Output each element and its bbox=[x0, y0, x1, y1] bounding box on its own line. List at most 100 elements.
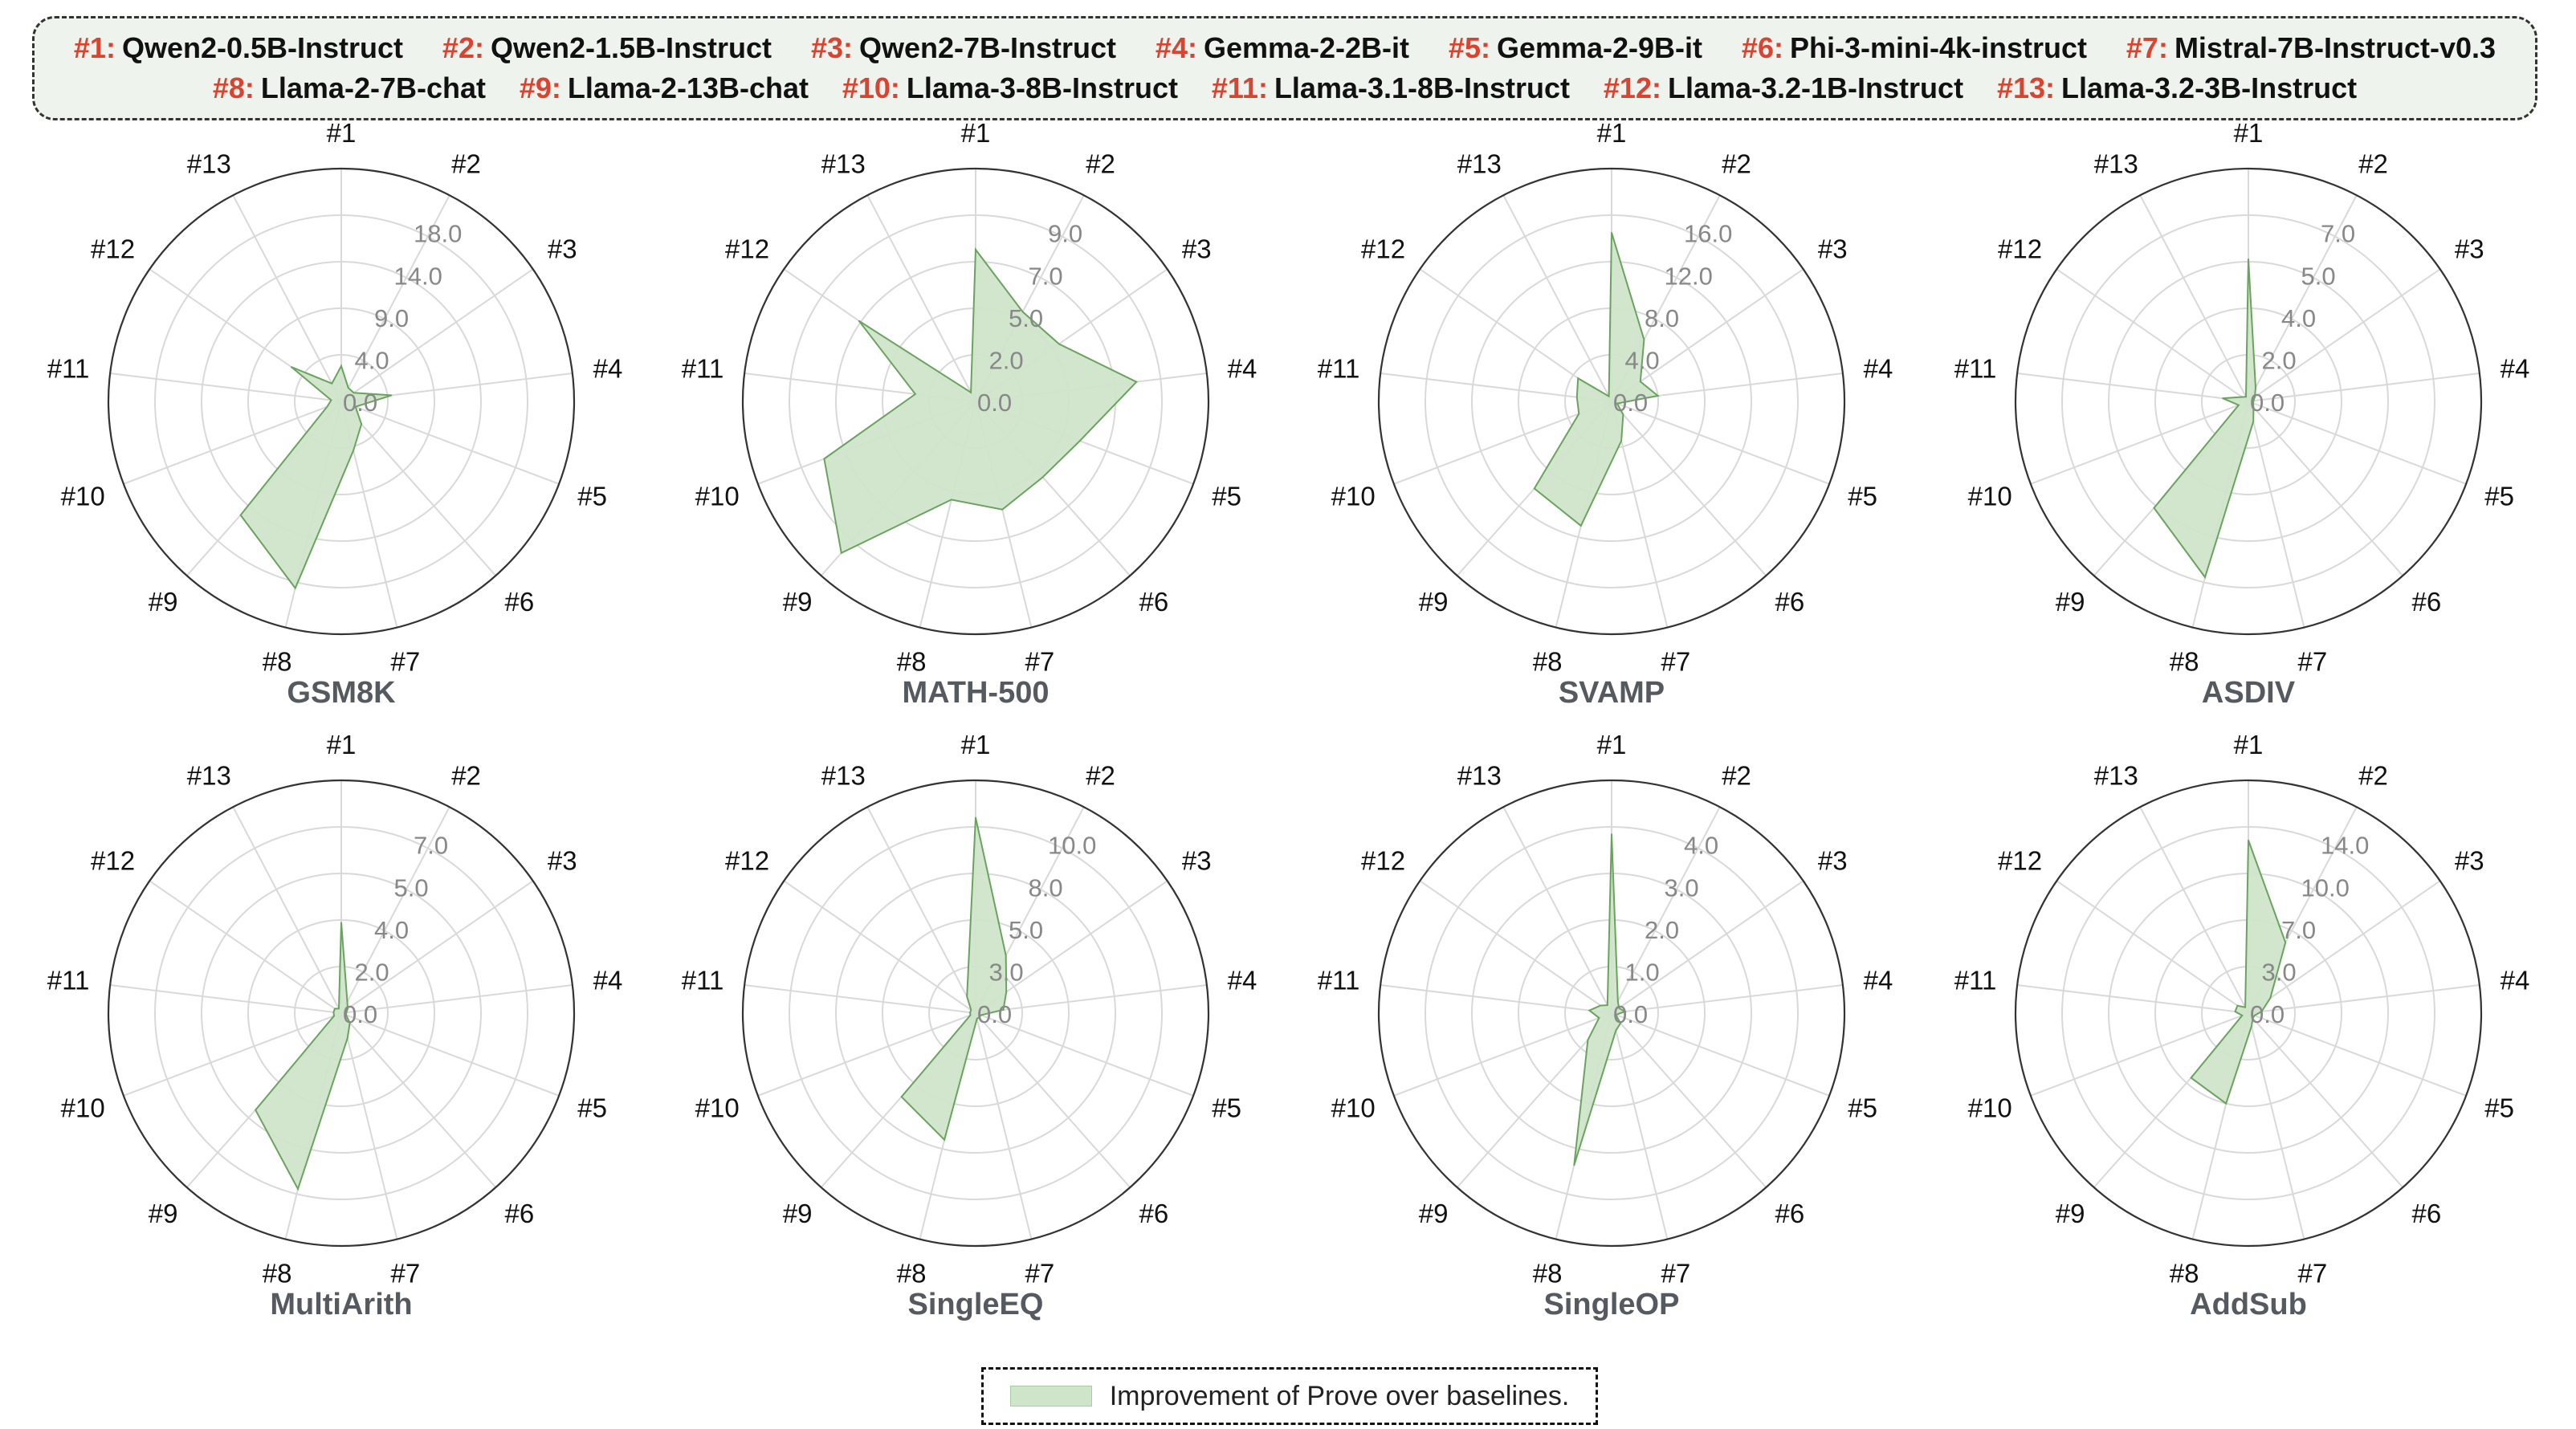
data-point bbox=[294, 587, 296, 589]
tick-label: 0.0 bbox=[343, 1000, 377, 1028]
data-point bbox=[2245, 396, 2247, 398]
model-legend-number: #8: bbox=[212, 71, 255, 104]
data-point bbox=[2269, 997, 2272, 999]
axis-label: #7 bbox=[2298, 646, 2328, 676]
axis-label: #7 bbox=[391, 1258, 421, 1288]
axis-label: #2 bbox=[2358, 760, 2388, 790]
model-legend-row-1: #1: Qwen2-0.5B-Instruct #2: Qwen2-1.5B-Inst… bbox=[35, 31, 2535, 65]
grid-spoke bbox=[1611, 1012, 1669, 1240]
data-point bbox=[2225, 1102, 2227, 1105]
axis-label: #11 bbox=[682, 966, 724, 995]
axis-label: #5 bbox=[2484, 1093, 2514, 1122]
axis-label: #13 bbox=[821, 149, 866, 178]
axis-label: #3 bbox=[1182, 234, 1212, 263]
grid-spoke bbox=[1502, 194, 1612, 402]
data-point bbox=[2253, 1015, 2256, 1016]
tick-label: 0.0 bbox=[1613, 1000, 1648, 1028]
tick-label: 5.0 bbox=[1009, 304, 1043, 332]
axis-label: #3 bbox=[548, 845, 577, 875]
model-legend-item: #12: Llama-3.2-1B-Instruct bbox=[1604, 71, 1963, 105]
grid-spoke bbox=[2139, 806, 2249, 1014]
data-point bbox=[2248, 259, 2249, 260]
grid-spoke bbox=[2030, 1012, 2249, 1097]
data-point bbox=[969, 1012, 971, 1013]
data-point bbox=[1600, 1004, 1601, 1007]
model-legend-name: Llama-3.2-3B-Instruct bbox=[2061, 71, 2358, 104]
data-point bbox=[841, 552, 842, 554]
model-legend-item: #2: Qwen2-1.5B-Instruct bbox=[442, 31, 772, 65]
axis-label: #10 bbox=[1331, 1093, 1376, 1122]
data-point bbox=[975, 816, 976, 819]
chart-title: SingleOP bbox=[1544, 1288, 1680, 1321]
axis-label: #4 bbox=[1228, 354, 1257, 384]
grid-spoke bbox=[2248, 401, 2404, 576]
axis-label: #9 bbox=[1419, 1199, 1449, 1228]
grid-spoke bbox=[1611, 984, 1844, 1014]
improvement-area bbox=[2190, 840, 2287, 1105]
tick-label: 0.0 bbox=[1613, 389, 1648, 417]
data-point bbox=[1598, 1017, 1600, 1019]
axis-label: #12 bbox=[1361, 234, 1405, 263]
axis-label: #9 bbox=[783, 587, 813, 617]
axis-label: #2 bbox=[1722, 149, 1751, 178]
data-point bbox=[976, 1018, 978, 1020]
data-point bbox=[2255, 387, 2256, 389]
axis-label: #13 bbox=[2094, 149, 2138, 178]
axis-label: #12 bbox=[1998, 234, 2042, 263]
axis-label: #4 bbox=[2501, 354, 2530, 384]
data-point bbox=[1622, 413, 1624, 416]
data-point bbox=[326, 405, 328, 408]
data-point bbox=[970, 392, 972, 393]
data-point bbox=[2285, 942, 2286, 943]
grid-spoke bbox=[2248, 194, 2358, 402]
grid-spoke bbox=[123, 401, 342, 485]
tick-label: 3.0 bbox=[989, 958, 1024, 986]
axis-label: #10 bbox=[695, 1093, 740, 1122]
chart-title: SingleEQ bbox=[908, 1288, 1044, 1321]
data-point bbox=[2252, 406, 2255, 409]
axis-label: #12 bbox=[725, 234, 769, 263]
grid-spoke bbox=[2056, 880, 2249, 1014]
data-point bbox=[978, 1016, 980, 1018]
grid-spoke bbox=[1380, 984, 1612, 1014]
model-legend-item: #4: Gemma-2-2B-it bbox=[1156, 31, 1409, 65]
model-legend-number: #7: bbox=[2126, 31, 2168, 64]
tick-label: 16.0 bbox=[1684, 220, 1732, 248]
model-legend-name: Gemma-2-2B-it bbox=[1203, 31, 1410, 64]
data-point bbox=[290, 366, 292, 368]
axis-label: #5 bbox=[1848, 481, 1877, 511]
grid-spoke bbox=[1611, 806, 1721, 1014]
series-legend-label: Improvement of Prove over baselines. bbox=[1109, 1380, 1570, 1411]
axis-label: #12 bbox=[1361, 845, 1405, 875]
data-point bbox=[1005, 955, 1007, 956]
data-point bbox=[2236, 1004, 2239, 1007]
improvement-area bbox=[1573, 833, 1627, 1166]
axis-label: #4 bbox=[1864, 966, 1893, 995]
data-point bbox=[2251, 1025, 2252, 1027]
data-point bbox=[2244, 1006, 2246, 1008]
data-point bbox=[1620, 440, 1622, 442]
model-legend-name: Llama-2-13B-chat bbox=[567, 71, 809, 104]
grid-spoke bbox=[340, 1012, 497, 1188]
grid-spoke bbox=[340, 194, 450, 402]
axis-label: #5 bbox=[1212, 1093, 1241, 1122]
tick-label: 10.0 bbox=[2301, 873, 2350, 902]
chart-title: MultiArith bbox=[270, 1288, 412, 1321]
data-point bbox=[1135, 381, 1138, 383]
axis-label: #8 bbox=[897, 1258, 927, 1288]
improvement-area bbox=[254, 922, 351, 1191]
axis-label: #11 bbox=[682, 354, 724, 384]
axis-label: #3 bbox=[2455, 845, 2484, 875]
axis-label: #6 bbox=[2412, 587, 2442, 617]
tick-label: 9.0 bbox=[374, 304, 409, 332]
axis-label: #10 bbox=[1968, 1093, 2012, 1122]
outer-circle bbox=[1377, 779, 1846, 1248]
data-point bbox=[353, 392, 355, 394]
axis-label: #6 bbox=[2412, 1199, 2442, 1228]
axis-label: #10 bbox=[61, 481, 105, 511]
grid-spoke bbox=[340, 401, 560, 485]
tick-label: 14.0 bbox=[2321, 832, 2369, 860]
data-point bbox=[900, 1096, 903, 1097]
axis-label: #12 bbox=[725, 845, 769, 875]
